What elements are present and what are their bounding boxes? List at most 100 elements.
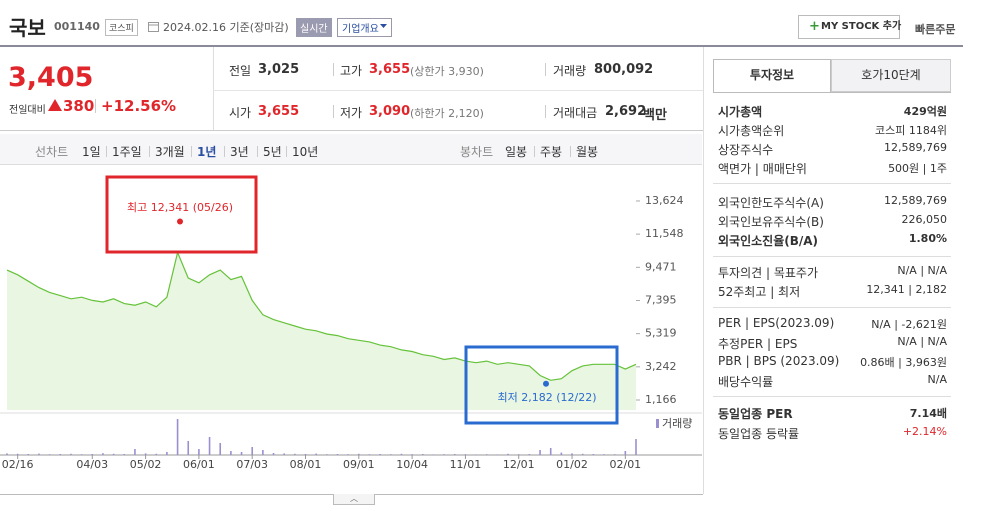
volume-bar xyxy=(326,454,328,455)
volume-bar xyxy=(144,453,147,455)
quick-order[interactable]: 빠른주문 xyxy=(915,23,956,36)
mystock-button[interactable]: MY STOCK 추가 xyxy=(798,15,901,39)
side-tab[interactable]: 투자정보 xyxy=(713,59,831,92)
annotation-box xyxy=(105,175,258,254)
volume-bar xyxy=(368,454,371,455)
chart-tab[interactable]: 일봉 xyxy=(505,145,528,159)
info-value: 1.80% xyxy=(908,232,947,245)
info-row: 외국인소진율(B/A) 1.80% xyxy=(718,232,947,249)
info-label: 배당수익률 xyxy=(718,375,774,389)
calendar-icon xyxy=(148,22,159,32)
info-value: N/A xyxy=(927,373,947,386)
info-row: 액면가 | 매매단위 500원 | 1주 xyxy=(718,160,947,177)
stat-value: 3,090 xyxy=(369,104,411,119)
tab-separator xyxy=(191,146,192,157)
collapse-button[interactable]: ︿ xyxy=(333,494,375,505)
divider xyxy=(95,99,96,113)
stat-value: 3,655 xyxy=(258,104,300,119)
info-label: 투자의견 | 목표주가 xyxy=(718,266,818,280)
volume-bar xyxy=(208,437,211,455)
tab-separator xyxy=(534,146,535,157)
info-value: +2.14% xyxy=(902,425,947,438)
volume-bar xyxy=(496,454,499,455)
volume-bar xyxy=(16,453,19,455)
chart-tab[interactable]: 3개월 xyxy=(155,145,185,159)
y-tick-label: 7,395 xyxy=(645,293,677,306)
annotation-box xyxy=(464,345,619,425)
realtime-button[interactable]: 실시간 xyxy=(296,18,332,37)
stat-label: 거래량 xyxy=(553,64,587,78)
volume-bar xyxy=(262,450,264,455)
info-row: 외국인보유주식수(B) 226,050 xyxy=(718,213,947,230)
info-label: 시가총액순위 xyxy=(718,124,785,138)
base-date: 2024.02.16 기준(장마감) xyxy=(163,21,289,34)
chart-tab[interactable]: 3년 xyxy=(230,145,249,159)
info-value: 12,589,769 xyxy=(884,141,947,154)
divider xyxy=(545,105,546,118)
change-label: 전일대비 xyxy=(9,105,46,116)
stock-name: 국보 xyxy=(9,16,46,40)
current-price: 3,405 xyxy=(8,62,94,93)
tab-separator xyxy=(257,146,258,157)
chart-tab[interactable]: 5년 xyxy=(263,145,282,159)
info-value: 429억원 xyxy=(903,105,947,118)
volume-bar xyxy=(592,454,595,455)
volume-bar xyxy=(134,449,136,455)
stat-value: 2,692 xyxy=(605,104,647,119)
volume-bar xyxy=(251,447,254,455)
company-button[interactable]: 기업개요 xyxy=(337,18,392,37)
info-row: PER | EPS(2023.09) N/A | -2,621원 xyxy=(718,316,947,331)
chart-tab[interactable]: 1주일 xyxy=(112,145,142,159)
x-tick-label: 12/01 xyxy=(503,458,535,471)
chart-tab[interactable]: 1일 xyxy=(82,145,101,159)
info-row: 배당수익률 N/A xyxy=(718,373,947,390)
x-tick-label: 04/03 xyxy=(76,458,108,471)
chart: 1,166 3,242 5,319 7,395 9,471 11,548 13,624 02/… xyxy=(0,175,702,471)
volume-bar xyxy=(624,451,627,455)
chart-tab[interactable]: 1년 xyxy=(197,145,217,159)
chart-tab[interactable]: 10년 xyxy=(292,145,319,159)
dropdown-icon xyxy=(380,24,387,28)
info-value: 500원 | 1주 xyxy=(888,162,947,175)
x-tick-label: 01/02 xyxy=(556,458,588,471)
volume-bar xyxy=(421,454,424,455)
volume-bar xyxy=(379,454,381,455)
chart-tab: 선차트 xyxy=(35,145,69,159)
x-tick-label: 02/01 xyxy=(609,458,641,471)
volume-bar xyxy=(517,454,520,455)
volume-bar xyxy=(240,452,243,455)
side-tab[interactable]: 호가10단계 xyxy=(831,59,951,92)
info-label: 시가총액 xyxy=(718,105,763,119)
y-tick-label: 13,624 xyxy=(645,194,684,207)
stat-label: 전일 xyxy=(229,64,252,78)
divider xyxy=(333,105,334,118)
price-line xyxy=(6,250,637,381)
chart-tab[interactable]: 주봉 xyxy=(540,145,563,159)
stat-unit: 백만 xyxy=(643,108,667,123)
info-label: 외국인한도주식수(A) xyxy=(718,196,824,210)
volume-bar xyxy=(411,454,413,455)
chart-tab[interactable]: 월봉 xyxy=(576,145,599,159)
volume-bar xyxy=(464,454,467,455)
info-label: 외국인보유주식수(B) xyxy=(718,215,824,229)
stat-label: 저가 xyxy=(340,106,363,120)
info-row: 52주최고 | 최저 12,341 | 2,182 xyxy=(718,283,947,300)
divider xyxy=(213,90,703,91)
volume-bar xyxy=(6,453,8,455)
header-rule xyxy=(0,45,963,47)
x-tick-label: 08/01 xyxy=(290,458,322,471)
volume-bar xyxy=(336,454,339,455)
info-label: 상장주식수 xyxy=(718,143,774,157)
volume-bar xyxy=(613,454,616,455)
info-row: 상장주식수 12,589,769 xyxy=(718,141,947,158)
legend-label: 거래량 xyxy=(662,417,692,430)
volume-bar xyxy=(166,452,168,455)
info-label: 추정PER | EPS xyxy=(718,337,798,351)
annotation-label: 최저 2,182 (12/22) xyxy=(497,391,596,404)
volume-bar xyxy=(48,454,51,455)
volume-bar xyxy=(635,438,637,455)
volume-bar xyxy=(475,454,477,455)
info-row: 투자의견 | 목표주가 N/A | N/A xyxy=(718,264,947,281)
volume-bar xyxy=(38,453,40,455)
info-row: PBR | BPS (2023.09) 0.86배 | 3,963원 xyxy=(718,354,947,369)
